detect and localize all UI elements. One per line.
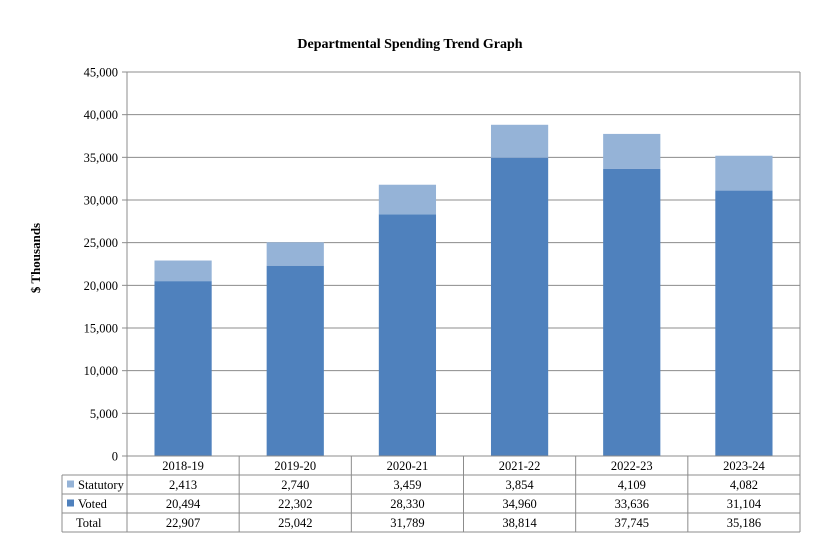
bar-statutory	[715, 155, 773, 191]
data-label: 20,494	[166, 497, 201, 511]
data-label: 2,413	[169, 478, 197, 492]
y-tick-label: 35,000	[84, 151, 118, 165]
bar-statutory	[154, 260, 212, 282]
x-tick-label: 2020-21	[387, 459, 429, 473]
gridlines	[122, 71, 801, 457]
y-tick-label: 45,000	[84, 66, 118, 80]
x-tick-label: 2019-20	[274, 459, 316, 473]
x-tick-label: 2022-23	[611, 459, 653, 473]
x-tick-label: 2018-19	[162, 459, 204, 473]
bar-voted	[266, 265, 324, 456]
bar-voted	[715, 190, 773, 456]
bars	[154, 124, 773, 457]
data-label: 22,302	[278, 497, 312, 511]
data-label: 33,636	[615, 497, 649, 511]
data-label: 3,854	[506, 478, 535, 492]
data-label: 37,745	[615, 516, 649, 530]
legend-swatch-statutory	[67, 480, 74, 488]
data-label: 4,082	[730, 478, 758, 492]
data-label: 35,186	[727, 516, 761, 530]
bar-voted	[603, 168, 661, 457]
bar-statutory	[490, 124, 549, 158]
data-label: 3,459	[393, 478, 421, 492]
data-label: 28,330	[390, 497, 424, 511]
bar-statutory	[603, 133, 661, 169]
y-tick-label: 20,000	[84, 279, 118, 293]
data-label: 31,104	[727, 497, 762, 511]
y-tick-label: 0	[112, 450, 118, 464]
data-label: 38,814	[502, 516, 537, 530]
data-label: 2,740	[281, 478, 309, 492]
data-label: 31,789	[390, 516, 424, 530]
data-label: 34,960	[502, 497, 536, 511]
bar-voted	[154, 281, 212, 456]
data-table: 2018-19 2019-20 2020-21 2021-22 2022-23 2023-…	[61, 455, 801, 533]
chart-title: Departmental Spending Trend Graph	[297, 37, 522, 52]
y-tick-label: 10,000	[84, 364, 118, 378]
bar-statutory	[378, 184, 437, 215]
x-tick-label: 2023-24	[723, 459, 765, 473]
y-axis-ticks: 0 5,000 10,000 15,000 20,000 25,000 30,000 35,0…	[84, 66, 118, 464]
bar-voted	[490, 157, 549, 456]
legend-swatch-voted	[67, 499, 74, 507]
data-label: 4,109	[618, 478, 646, 492]
data-label: 22,907	[166, 516, 200, 530]
bar-statutory	[266, 242, 324, 266]
legend-label-statutory: Statutory	[78, 478, 125, 492]
y-tick-label: 25,000	[84, 236, 118, 250]
y-tick-label: 30,000	[84, 194, 118, 208]
y-tick-label: 40,000	[84, 108, 118, 122]
y-axis-label: $ Thousands	[28, 223, 43, 293]
x-tick-label: 2021-22	[499, 459, 541, 473]
y-tick-label: 5,000	[90, 407, 118, 421]
legend-label-voted: Voted	[78, 497, 108, 511]
data-label: 25,042	[278, 516, 312, 530]
bar-voted	[378, 214, 437, 456]
y-tick-label: 15,000	[84, 322, 118, 336]
legend-label-total: Total	[76, 516, 102, 530]
